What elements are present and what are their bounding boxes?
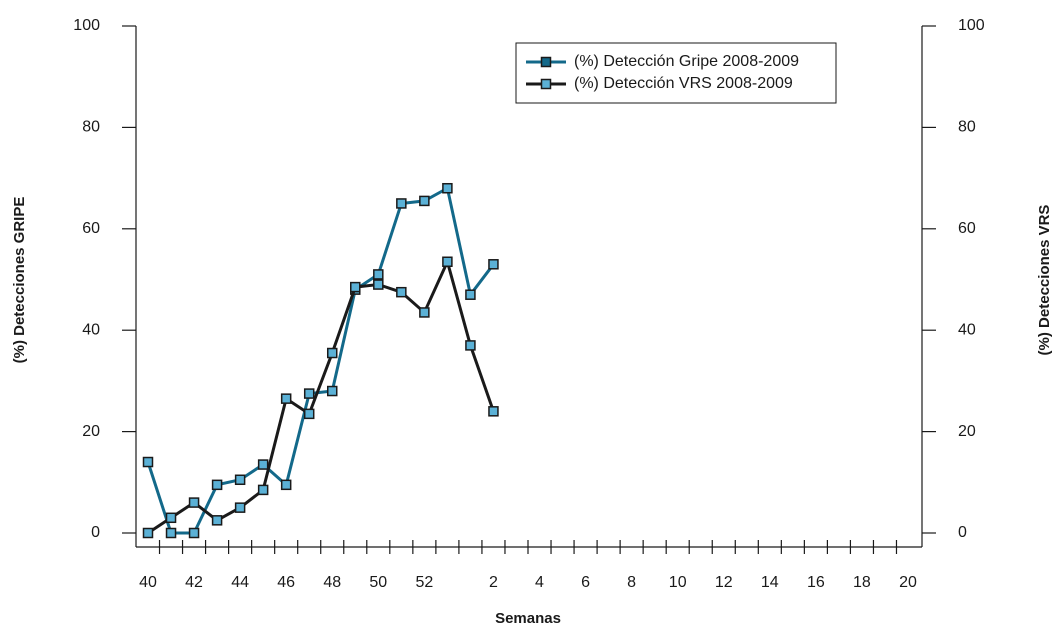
legend-box — [515, 42, 837, 104]
x-tick-label: 52 — [415, 574, 433, 591]
y-axis-label: (%) Detecciones GRIPE — [11, 197, 28, 364]
point — [257, 459, 269, 470]
point — [488, 406, 499, 417]
point — [142, 527, 154, 539]
y-tick-label: 20 — [82, 423, 100, 440]
x-tick-label: 48 — [323, 574, 341, 591]
point — [280, 393, 292, 404]
series-line — [147, 257, 495, 535]
point — [419, 307, 430, 318]
x-tick-label: 18 — [853, 574, 871, 591]
y2-axis-label: (%) Detecciones VRS — [1036, 205, 1053, 356]
point — [326, 385, 338, 397]
x-tick-label: 46 — [277, 574, 295, 591]
point — [234, 474, 246, 486]
point — [442, 256, 453, 268]
point — [142, 456, 154, 468]
x-tick-label: 4 — [535, 574, 544, 591]
y-tick-label: 0 — [91, 524, 100, 541]
x-tick-label: 42 — [185, 574, 203, 591]
point — [165, 512, 177, 524]
x-tick-label: 6 — [581, 574, 590, 591]
y-tick-label: 60 — [82, 220, 100, 237]
y2-tick-label: 20 — [958, 423, 976, 440]
point — [488, 259, 499, 270]
y-tick-label: 40 — [82, 321, 100, 338]
point — [465, 340, 476, 351]
y-tick-label: 80 — [82, 119, 100, 136]
legend-label: (%) Detección VRS 2008-2009 — [574, 75, 793, 92]
x-axis-label: Semanas — [495, 610, 561, 626]
y2-tick-label: 60 — [958, 220, 976, 237]
point — [373, 279, 384, 290]
y2-tick-label: 100 — [958, 17, 985, 34]
point — [234, 502, 246, 513]
point — [442, 182, 453, 194]
y2-tick-label: 40 — [958, 321, 976, 338]
point — [350, 281, 361, 293]
x-tick-label: 12 — [715, 574, 733, 591]
y2-tick-label: 0 — [958, 524, 967, 541]
point — [303, 408, 315, 420]
x-tick-label: 16 — [807, 574, 825, 591]
point — [396, 286, 407, 298]
point — [280, 479, 292, 491]
point — [211, 479, 223, 491]
point — [303, 388, 315, 399]
x-tick-label: 20 — [899, 574, 917, 591]
y2-tick-label: 80 — [958, 119, 976, 136]
series-line — [146, 185, 495, 535]
point — [419, 195, 430, 207]
x-tick-label: 8 — [627, 574, 636, 591]
point — [188, 497, 200, 508]
point — [326, 347, 338, 359]
y-tick-label: 100 — [73, 17, 100, 34]
point — [465, 289, 476, 300]
point — [373, 269, 384, 280]
x-tick-label: 2 — [489, 574, 498, 591]
x-tick-label: 40 — [139, 574, 157, 591]
x-tick-label: 44 — [231, 574, 249, 591]
legend-label: (%) Detección Gripe 2008-2009 — [574, 53, 799, 70]
point — [188, 527, 200, 539]
point — [396, 198, 407, 209]
point — [211, 515, 223, 526]
x-tick-label: 10 — [669, 574, 687, 591]
x-tick-label: 14 — [761, 574, 779, 591]
x-tick-label: 50 — [369, 574, 387, 591]
legend-marker — [540, 78, 552, 90]
point — [257, 484, 269, 496]
point — [165, 527, 177, 539]
legend-marker — [540, 56, 552, 68]
